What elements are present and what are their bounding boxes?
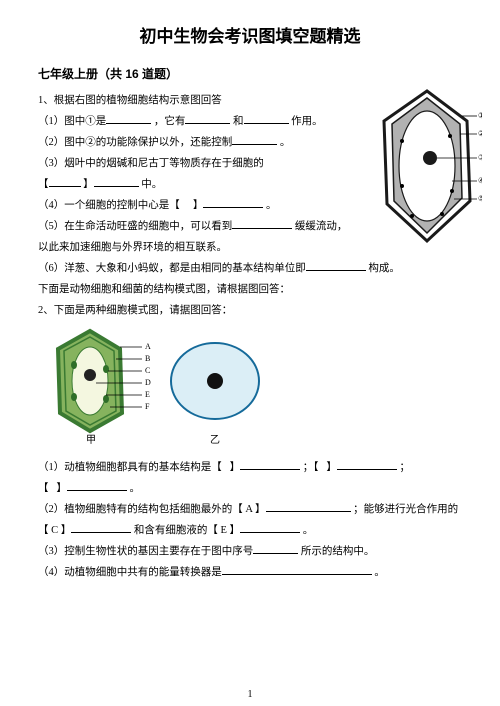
question-1: ① ② ③ ④ ⑤ 1、根据右图的植物细胞结构示意图回答 （1）图中①是 ，它有… xyxy=(38,90,462,300)
page-number: 1 xyxy=(0,689,500,700)
subtitle: 七年级上册（共 16 道题） xyxy=(38,62,462,86)
q1-part3: （3）烟叶中的烟碱和尼古丁等物质存在于细胞的 xyxy=(38,153,338,174)
q2-part2: （2）植物细胞特有的结构包括细胞最外的【 A 】 ；能够进行光合作用的 xyxy=(38,499,462,520)
diagram-label-5: ⑤ xyxy=(478,194,482,203)
page: 初中生物会考识图填空题精选 七年级上册（共 16 道题） xyxy=(0,0,500,593)
q2-part1: （1）动植物细胞都具有的基本结构是【 】 ；【 】 ； xyxy=(38,457,462,478)
diagram-label-2: ② xyxy=(478,129,482,138)
diagram-label-3: ③ xyxy=(478,153,482,162)
question-2: 2、下面是两种细胞模式图，请据图回答： A B xyxy=(38,300,462,583)
plant-cell-diagram: ① ② ③ ④ ⑤ xyxy=(372,86,482,246)
blank[interactable] xyxy=(203,196,263,208)
q2-part4: （4）动植物细胞中共有的能量转换器是 。 xyxy=(38,562,462,583)
blank[interactable] xyxy=(232,133,277,145)
label-C: C xyxy=(145,366,150,375)
blank[interactable] xyxy=(240,521,300,533)
blank[interactable] xyxy=(67,479,127,491)
caption-yi: 乙 xyxy=(210,434,220,445)
blank[interactable] xyxy=(244,112,289,124)
label-D: D xyxy=(145,378,151,387)
diagram-label-1: ① xyxy=(478,111,482,120)
caption-jia: 甲 xyxy=(86,435,96,445)
page-title: 初中生物会考识图填空题精选 xyxy=(38,20,462,54)
blank[interactable] xyxy=(240,458,300,470)
q2-part3: （3）控制生物性状的基因主要存在于图中序号 所示的结构中。 xyxy=(38,541,462,562)
blank[interactable] xyxy=(106,112,151,124)
blank[interactable] xyxy=(71,521,131,533)
label-A: A xyxy=(145,342,151,351)
blank[interactable] xyxy=(49,175,81,187)
label-B: B xyxy=(145,354,150,363)
q2-stem: 2、下面是两种细胞模式图，请据图回答： xyxy=(38,300,462,321)
q1-lead2: 下面是动物细胞和细菌的结构模式图，请根据图回答： xyxy=(38,279,462,300)
blank[interactable] xyxy=(185,112,230,124)
blank[interactable] xyxy=(232,217,292,229)
q1-part6: （6）洋葱、大象和小蚂蚁，都是由相同的基本结构单位即 构成。 xyxy=(38,258,462,279)
blank[interactable] xyxy=(266,500,351,512)
label-F: F xyxy=(145,402,150,411)
diagram-label-4: ④ xyxy=(478,176,482,185)
blank[interactable] xyxy=(253,542,298,554)
blank[interactable] xyxy=(222,563,372,575)
blank[interactable] xyxy=(337,458,397,470)
blank[interactable] xyxy=(94,175,139,187)
label-E: E xyxy=(145,390,150,399)
two-cells-diagram: A B C D E F 甲 乙 xyxy=(50,325,270,445)
blank[interactable] xyxy=(306,259,366,271)
